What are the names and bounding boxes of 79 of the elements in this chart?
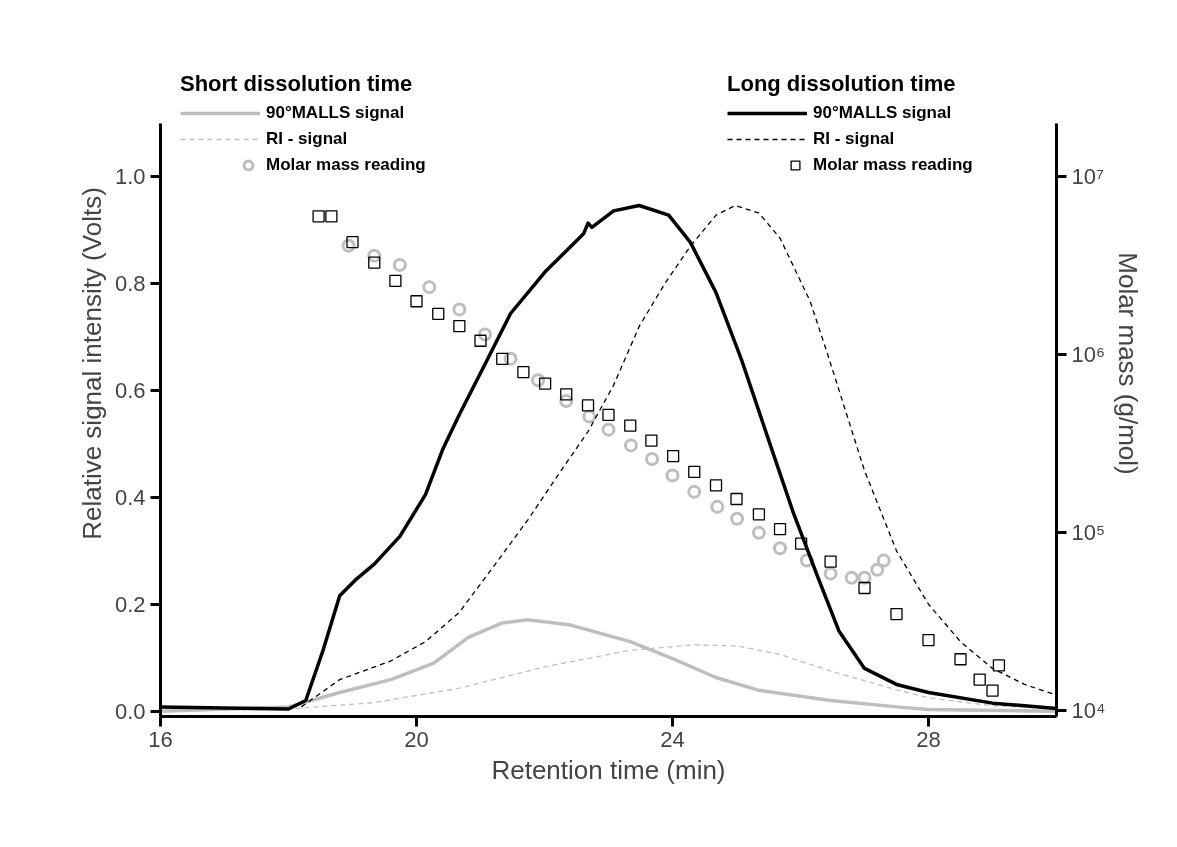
- point: [453, 319, 466, 333]
- point: [645, 452, 660, 466]
- point: [824, 555, 837, 568]
- point: [452, 302, 467, 317]
- legend-label: Molar mass reading: [266, 154, 426, 176]
- point: [312, 210, 325, 223]
- point: [823, 566, 838, 581]
- point: [325, 210, 338, 223]
- point: [751, 525, 766, 540]
- x-axis-title: Retention time (min): [491, 754, 726, 785]
- point: [794, 537, 808, 550]
- x-tick-label: 16: [148, 726, 173, 752]
- point: [496, 352, 509, 365]
- y2-tick-label: 10⁷: [1071, 164, 1104, 190]
- point: [687, 484, 702, 499]
- point: [477, 327, 492, 342]
- point: [623, 438, 638, 453]
- point: [986, 684, 999, 697]
- legend-label: Molar mass reading: [813, 154, 973, 176]
- y-tick-label: 0.0: [114, 698, 146, 724]
- point: [538, 377, 552, 390]
- point: [688, 465, 701, 479]
- x-tick-label: 24: [660, 726, 685, 752]
- point: [666, 449, 680, 463]
- point: [876, 553, 891, 568]
- point: [645, 434, 658, 447]
- y-tick-label: 0.4: [114, 484, 146, 510]
- legend-label: 90°MALLS signal: [266, 102, 405, 124]
- y-tick-label: 0.8: [114, 271, 146, 297]
- point: [730, 511, 745, 526]
- point: [422, 280, 437, 295]
- point: [503, 351, 518, 366]
- point: [973, 673, 986, 686]
- y-axis-title: Relative signal intensity (Volts): [76, 187, 107, 540]
- point: [581, 399, 595, 412]
- y2-tick-label: 10⁴: [1071, 698, 1106, 724]
- point: [531, 373, 546, 388]
- x-tick-label: 28: [916, 726, 941, 752]
- point: [602, 408, 615, 422]
- point: [730, 492, 743, 506]
- point: [601, 422, 616, 437]
- point: [710, 499, 725, 514]
- legend-label: RI - signal: [813, 128, 895, 150]
- text: Long dissolution time: [727, 71, 956, 97]
- point: [368, 256, 381, 269]
- point: [410, 295, 423, 308]
- point: [844, 570, 859, 585]
- y-tick-label: 0.6: [114, 377, 146, 403]
- point: [890, 607, 903, 621]
- point: [560, 388, 573, 401]
- point: [870, 562, 885, 577]
- y-tick-label: 0.2: [114, 591, 146, 617]
- point: [341, 238, 356, 253]
- x-tick-label: 20: [404, 726, 429, 752]
- point: [922, 633, 935, 647]
- point: [389, 274, 402, 288]
- point: [954, 653, 967, 666]
- point: [346, 235, 359, 249]
- point: [624, 419, 637, 432]
- point: [392, 257, 407, 272]
- point: [992, 659, 1006, 672]
- point: [858, 581, 871, 595]
- point: [367, 248, 382, 263]
- point: [474, 334, 487, 347]
- point: [773, 541, 788, 556]
- y-tick-label: 1.0: [114, 164, 146, 190]
- point: [432, 307, 445, 320]
- point: [773, 522, 787, 536]
- y2-axis-title: Molar mass (g/mol): [1113, 252, 1144, 475]
- text: Short dissolution time: [180, 71, 413, 97]
- y2-tick-label: 10⁵: [1071, 520, 1106, 546]
- point: [517, 365, 530, 379]
- point: [709, 479, 723, 492]
- y2-tick-label: 10⁶: [1071, 342, 1106, 368]
- legend-label: 90°MALLS signal: [813, 102, 952, 124]
- point: [752, 508, 766, 521]
- legend-label: RI - signal: [266, 128, 348, 150]
- point: [665, 468, 680, 483]
- point: [559, 394, 574, 409]
